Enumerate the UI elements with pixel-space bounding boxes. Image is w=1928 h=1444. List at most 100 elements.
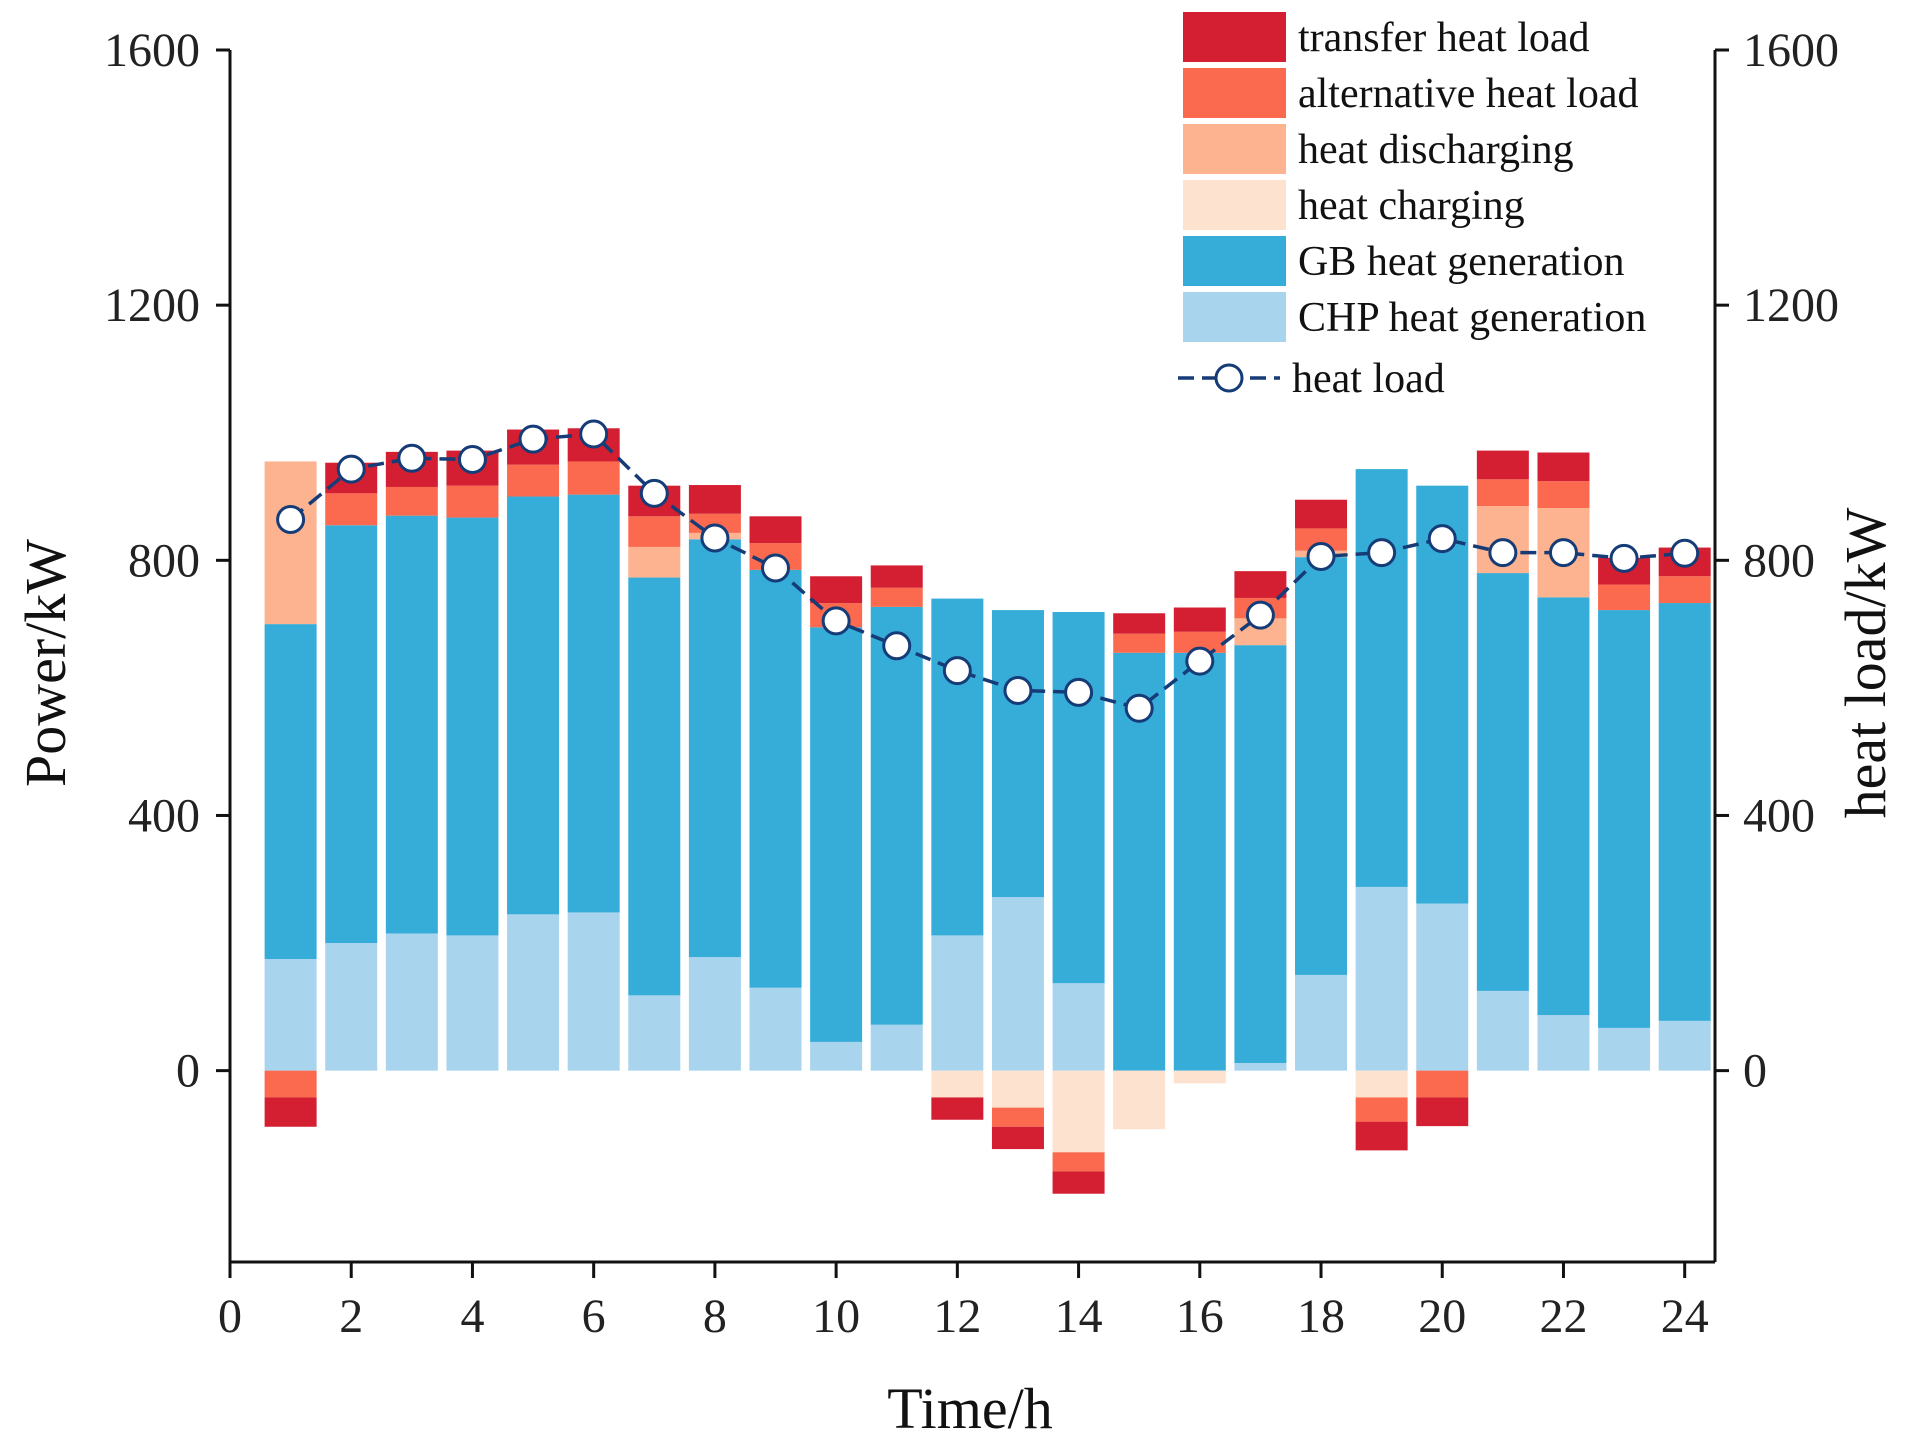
right-y-tick-label: 1200 (1743, 279, 1839, 332)
bar-segment (1416, 1070, 1469, 1098)
x-tick-label: 16 (1176, 1290, 1224, 1343)
bar-segment (1173, 607, 1226, 632)
bar-segment (1295, 528, 1348, 551)
heat-load-point (1548, 538, 1578, 568)
bar-segment (749, 516, 802, 544)
bar-segment (991, 1126, 1044, 1150)
bar-segment (1173, 1070, 1226, 1084)
bar-segment (1355, 886, 1408, 1071)
x-tick-label: 8 (703, 1290, 727, 1343)
heat-load-point (336, 454, 366, 484)
legend-label: heat load (1292, 356, 1445, 402)
bar-segment (1355, 1121, 1408, 1151)
bar-segment (870, 606, 923, 1025)
heat-load-point (1367, 538, 1397, 568)
bar-segment (628, 577, 681, 996)
legend-label: heat charging (1298, 183, 1525, 229)
legend-label: transfer heat load (1298, 15, 1590, 61)
bar-segment (385, 486, 438, 516)
bar-segment (264, 959, 317, 1071)
bar-segment (264, 624, 317, 959)
x-tick-label: 20 (1418, 1290, 1466, 1343)
bar-segment (446, 485, 499, 518)
bar-segment (688, 957, 741, 1071)
bar-segment (1234, 571, 1287, 598)
left-y-tick-label: 800 (128, 534, 200, 587)
bar-segment (1598, 584, 1651, 611)
x-tick-label: 0 (218, 1290, 242, 1343)
bar-segment (1476, 450, 1529, 480)
bar-segment (1113, 1070, 1166, 1130)
heat-load-point (1185, 646, 1215, 676)
bar-segment (1476, 573, 1529, 991)
bar-segment (1052, 983, 1105, 1071)
bar-segment (688, 539, 741, 958)
bar-segment (1295, 974, 1348, 1071)
bar-segment (991, 1070, 1044, 1108)
bar-segment (385, 515, 438, 934)
bar-segment (688, 485, 741, 514)
bar-segment (507, 464, 560, 497)
heat-load-point (457, 445, 487, 475)
x-tick-label: 6 (582, 1290, 606, 1343)
x-tick-label: 18 (1297, 1290, 1345, 1343)
left-y-tick-label: 1600 (104, 24, 200, 77)
bar-segment (1416, 903, 1469, 1071)
legend: transfer heat load alternative heat load h… (1178, 12, 1646, 402)
x-tick-label: 2 (339, 1290, 363, 1343)
bar-segment (749, 569, 802, 988)
bar-segment (567, 494, 620, 913)
bar-segment (1355, 1070, 1408, 1098)
right-y-tick-label: 0 (1743, 1045, 1767, 1098)
heat-load-point (1427, 524, 1457, 554)
heat-load-point (700, 523, 730, 553)
heat-load-point (761, 553, 791, 583)
bar-segment (1052, 1171, 1105, 1194)
legend-swatch (1183, 12, 1286, 62)
bar-segment (446, 517, 499, 936)
bar-segment (325, 525, 378, 944)
bar-segment (1052, 1070, 1105, 1153)
heat-load-point (518, 424, 548, 454)
bar-segment (264, 1097, 317, 1127)
bar-segment (325, 493, 378, 526)
heat-load-point (1124, 693, 1154, 723)
heat-load-point (1306, 541, 1336, 571)
bar-segment (810, 576, 863, 604)
x-tick-label: 24 (1661, 1290, 1709, 1343)
bar-segment (1173, 631, 1226, 653)
bar-segment (446, 935, 499, 1071)
legend-swatch (1183, 292, 1286, 342)
bar-segment (1113, 613, 1166, 634)
bar-segment (325, 943, 378, 1071)
bar-segment (1658, 576, 1711, 604)
right-y-tick-label: 800 (1743, 534, 1815, 587)
bar-segment (991, 1107, 1044, 1127)
bar-segment (1598, 1027, 1651, 1071)
legend-swatch (1183, 180, 1286, 230)
right-y-axis-title: heat load/kW (1833, 507, 1898, 818)
heat-load-point (882, 631, 912, 661)
left-y-axis-title: Power/kW (13, 539, 78, 787)
bar-segment (931, 1097, 984, 1120)
bar-segment (1234, 1062, 1287, 1071)
left-y-tick-label: 400 (128, 789, 200, 842)
heat-load-point (1488, 538, 1518, 568)
bar-segment (1537, 452, 1590, 482)
x-tick-label: 4 (460, 1290, 484, 1343)
bar-segment (1476, 990, 1529, 1071)
bar-segment (1537, 481, 1590, 509)
bar-segment (931, 935, 984, 1071)
bar-segment (1355, 469, 1408, 887)
bar-segment (507, 914, 560, 1071)
bar-segment (567, 461, 620, 495)
bar-segment (264, 1070, 317, 1098)
right-y-tick-label: 400 (1743, 789, 1815, 842)
heat-load-point (1003, 675, 1033, 705)
legend-swatch (1183, 68, 1286, 118)
bar-segment (870, 565, 923, 588)
legend-line-marker (1214, 363, 1244, 393)
bar-segment (1598, 610, 1651, 1028)
